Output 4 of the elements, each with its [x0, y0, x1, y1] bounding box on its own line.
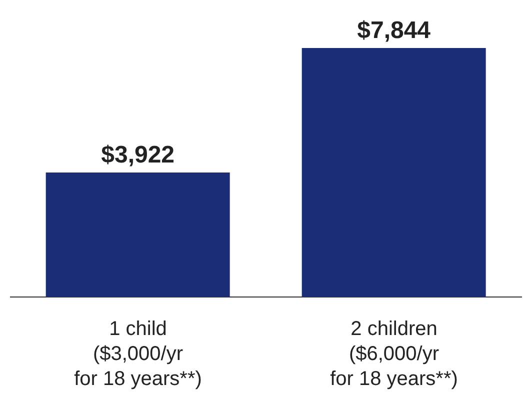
data-label: $3,922 [101, 142, 175, 168]
data-label: $7,844 [357, 17, 432, 44]
x-tick-label: 1 child ($3,000/yr for 18 years**) [74, 318, 202, 390]
x-tick-label: 2 children ($6,000/yr for 18 years**) [330, 318, 458, 390]
